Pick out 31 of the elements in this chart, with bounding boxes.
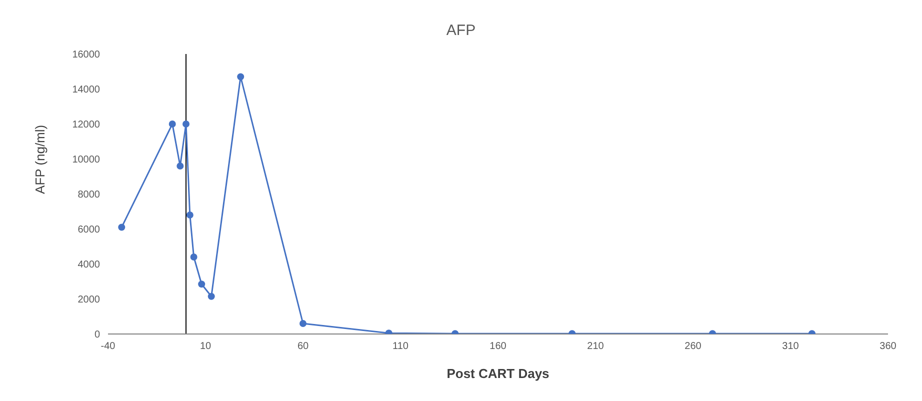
point bbox=[182, 120, 190, 128]
y-tick-label: 0 bbox=[94, 330, 100, 341]
y-tick-label: 16000 bbox=[72, 50, 100, 61]
point bbox=[190, 254, 198, 260]
y-tick-label: 14000 bbox=[72, 84, 100, 96]
y-tick-label: 10000 bbox=[72, 154, 100, 166]
point bbox=[237, 73, 244, 80]
y-tick-label: 6000 bbox=[78, 224, 100, 236]
y-tick-label: 12000 bbox=[72, 120, 100, 131]
x-tick-label: 360 bbox=[880, 341, 897, 352]
y-tick-label: 4000 bbox=[78, 260, 100, 271]
x-tick-label: 60 bbox=[297, 341, 309, 352]
x-tick-label: 310 bbox=[782, 341, 800, 352]
x-tick-label: 10 bbox=[200, 341, 212, 352]
point bbox=[186, 212, 194, 218]
point bbox=[198, 280, 206, 288]
x-tick-label: -40 bbox=[100, 341, 116, 352]
x-axis-title: Post CART Days bbox=[446, 366, 550, 381]
x-tick-label: 110 bbox=[392, 341, 409, 352]
point bbox=[176, 162, 184, 170]
point bbox=[118, 224, 126, 231]
y-tick-label: 8000 bbox=[78, 190, 100, 201]
chart-title: AFP bbox=[445, 21, 477, 41]
y-tick-label: 2000 bbox=[78, 294, 100, 306]
x-tick-label: 260 bbox=[684, 341, 702, 352]
point bbox=[168, 120, 176, 128]
point bbox=[300, 320, 306, 327]
point bbox=[208, 292, 215, 300]
x-tick-label: 210 bbox=[587, 341, 604, 352]
x-tick-label: 160 bbox=[490, 341, 507, 352]
y-axis-title: AFP (ng/ml) bbox=[32, 124, 48, 194]
